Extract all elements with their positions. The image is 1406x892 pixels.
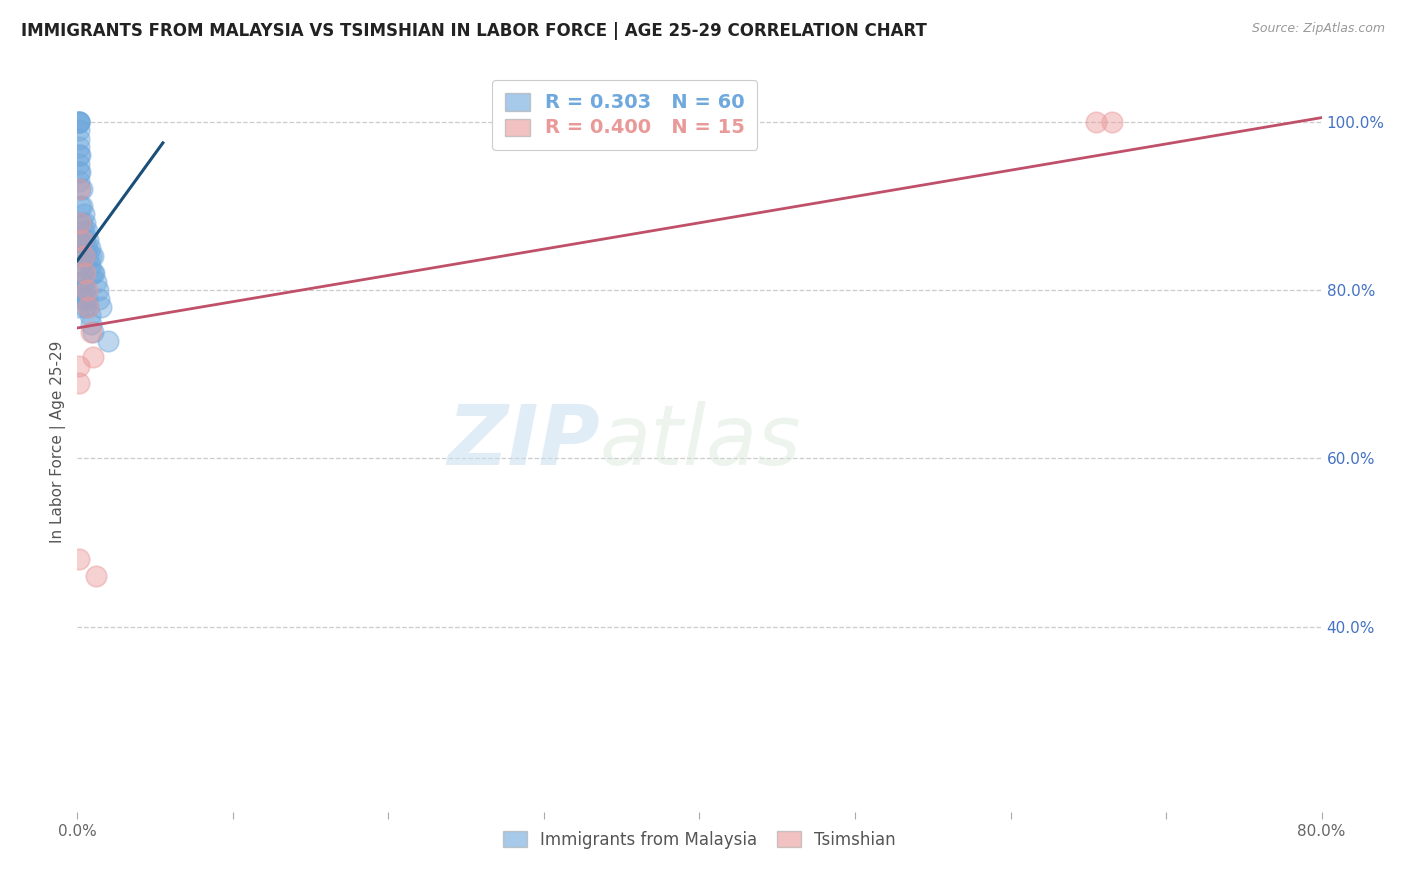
- Point: [80, 266, 103, 280]
- Point: [82, 325, 104, 339]
- Point: [67, 250, 90, 264]
- Point: [75, 300, 97, 314]
- Point: [72, 207, 94, 221]
- Point: [67, 115, 90, 129]
- Point: [77, 233, 100, 247]
- Point: [69, 216, 91, 230]
- Point: [79, 258, 101, 272]
- Point: [84, 275, 107, 289]
- Point: [86, 283, 108, 297]
- Point: [69, 182, 91, 196]
- Point: [84, 569, 107, 583]
- Point: [67, 148, 90, 162]
- Point: [72, 292, 94, 306]
- Point: [83, 266, 105, 280]
- Point: [79, 241, 101, 255]
- Point: [76, 283, 98, 297]
- Point: [72, 224, 94, 238]
- Point: [67, 182, 90, 196]
- Point: [79, 309, 101, 323]
- Point: [67, 157, 90, 171]
- Point: [70, 283, 93, 297]
- Point: [75, 266, 97, 280]
- Point: [67, 283, 90, 297]
- Point: [67, 266, 90, 280]
- Text: atlas: atlas: [600, 401, 801, 482]
- Point: [72, 275, 94, 289]
- Point: [1085, 115, 1108, 129]
- Point: [67, 174, 90, 188]
- Point: [69, 258, 91, 272]
- Point: [75, 216, 97, 230]
- Point: [75, 233, 97, 247]
- Point: [67, 300, 90, 314]
- Point: [82, 266, 104, 280]
- Point: [80, 317, 103, 331]
- Point: [69, 275, 91, 289]
- Point: [70, 233, 93, 247]
- Y-axis label: In Labor Force | Age 25-29: In Labor Force | Age 25-29: [51, 341, 66, 542]
- Point: [1101, 115, 1123, 129]
- Point: [67, 115, 90, 129]
- Point: [90, 300, 112, 314]
- Point: [76, 292, 98, 306]
- Point: [76, 224, 98, 238]
- Point: [76, 241, 98, 255]
- Point: [67, 359, 90, 373]
- Point: [67, 165, 90, 179]
- Point: [69, 165, 91, 179]
- Point: [80, 250, 103, 264]
- Point: [80, 325, 103, 339]
- Point: [72, 241, 94, 255]
- Point: [67, 115, 90, 129]
- Point: [67, 376, 90, 390]
- Point: [67, 552, 90, 566]
- Point: [70, 216, 93, 230]
- Point: [67, 131, 90, 145]
- Point: [70, 266, 93, 280]
- Point: [82, 351, 104, 365]
- Point: [67, 115, 90, 129]
- Point: [69, 199, 91, 213]
- Point: [87, 292, 110, 306]
- Legend: Immigrants from Malaysia, Tsimshian: Immigrants from Malaysia, Tsimshian: [494, 821, 905, 859]
- Point: [67, 140, 90, 154]
- Point: [75, 250, 97, 264]
- Point: [67, 216, 90, 230]
- Point: [97, 334, 120, 348]
- Point: [77, 250, 100, 264]
- Point: [75, 283, 97, 297]
- Point: [77, 300, 100, 314]
- Text: IMMIGRANTS FROM MALAYSIA VS TSIMSHIAN IN LABOR FORCE | AGE 25-29 CORRELATION CHA: IMMIGRANTS FROM MALAYSIA VS TSIMSHIAN IN…: [21, 22, 927, 40]
- Text: ZIP: ZIP: [447, 401, 600, 482]
- Point: [82, 250, 104, 264]
- Point: [70, 182, 93, 196]
- Point: [72, 250, 94, 264]
- Point: [67, 233, 90, 247]
- Point: [70, 233, 93, 247]
- Text: Source: ZipAtlas.com: Source: ZipAtlas.com: [1251, 22, 1385, 36]
- Point: [69, 148, 91, 162]
- Point: [70, 199, 93, 213]
- Point: [67, 123, 90, 137]
- Point: [77, 300, 100, 314]
